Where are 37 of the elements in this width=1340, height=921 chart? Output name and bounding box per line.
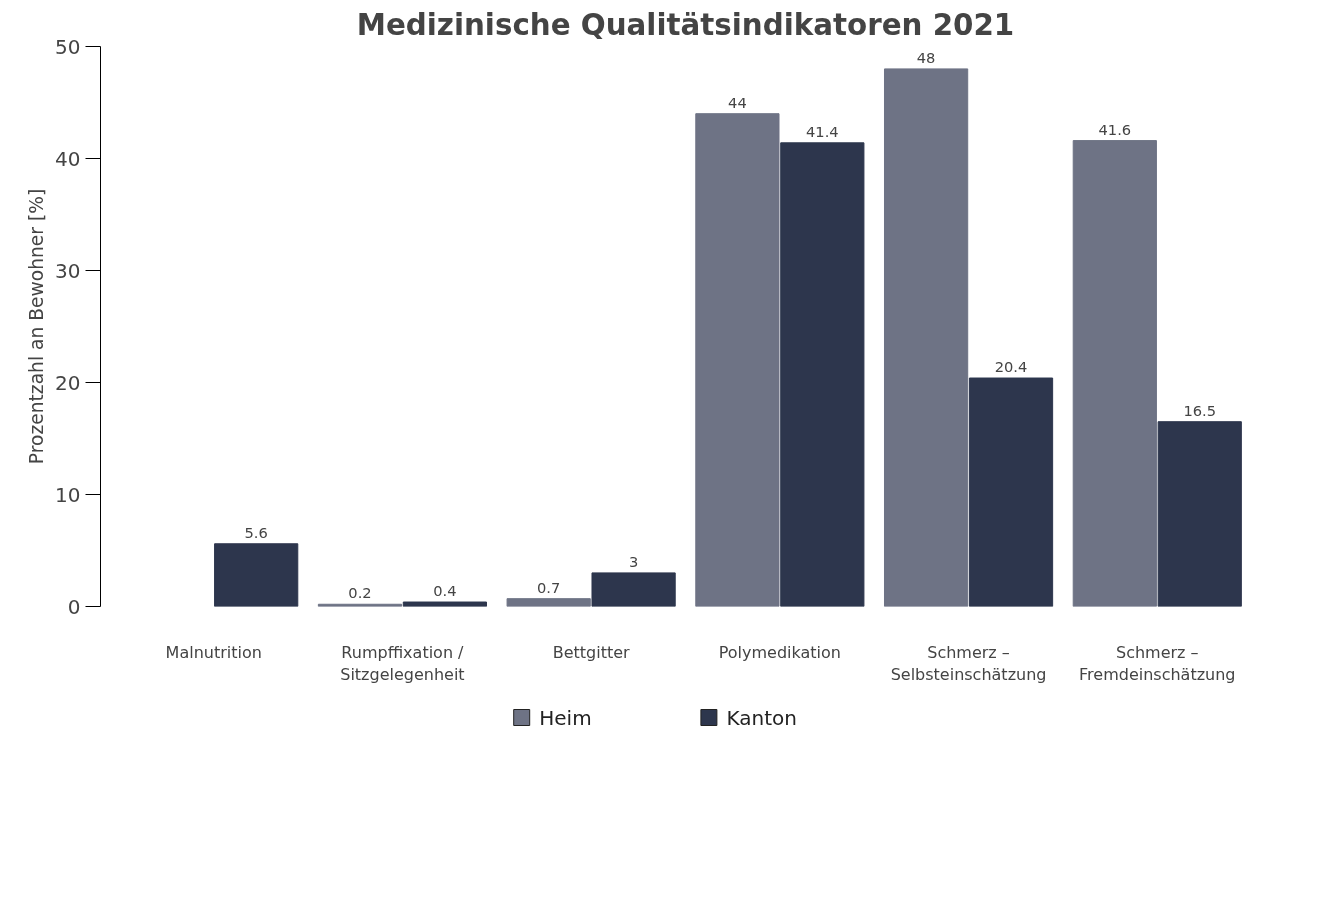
bar — [402, 601, 488, 607]
y-axis-title: Prozentzahl an Bewohner [%] — [26, 188, 48, 465]
data-label: 41.6 — [1098, 120, 1132, 138]
x-tick-label: Polymedikation — [718, 642, 841, 662]
y-tick-label: 30 — [55, 258, 81, 283]
y-tick-label: 10 — [55, 482, 81, 507]
data-label: 41.4 — [806, 122, 839, 140]
y-tick-label: 0 — [67, 594, 81, 619]
chart-title: Medizinische Qualitätsindikatoren 2021 — [356, 7, 1015, 42]
data-label: 0.2 — [348, 584, 372, 602]
legend-label: Heim — [539, 705, 592, 730]
bar — [968, 377, 1054, 607]
x-tick-label: Bettgitter — [552, 642, 631, 662]
bar — [695, 113, 780, 607]
bar — [591, 572, 676, 607]
data-label: 16.5 — [1183, 401, 1217, 419]
bar — [1072, 140, 1157, 607]
x-tick-label: Schmerz – Fremdeinschätzung — [1079, 642, 1236, 685]
data-label: 44 — [728, 93, 747, 111]
x-tick-label: Schmerz – Selbsteinschätzung — [890, 642, 1047, 685]
bar — [883, 68, 969, 607]
bar — [780, 142, 865, 607]
data-label: 5.6 — [244, 523, 268, 541]
bar — [506, 598, 591, 607]
bar — [1157, 421, 1242, 607]
data-label: 0.4 — [433, 582, 457, 600]
data-label: 3 — [628, 552, 639, 570]
bar — [214, 543, 299, 607]
data-label: 0.7 — [537, 578, 561, 596]
legend-label: Kanton — [726, 705, 797, 730]
y-tick-label: 40 — [55, 146, 81, 171]
x-tick-label: Rumpffixation / Sitzgelegenheit — [340, 642, 465, 685]
data-label: 48 — [916, 48, 936, 66]
data-label: 20.4 — [994, 358, 1028, 376]
y-tick-label: 50 — [55, 34, 81, 59]
y-tick-label: 20 — [55, 370, 81, 395]
x-tick-label: Malnutrition — [165, 642, 262, 662]
